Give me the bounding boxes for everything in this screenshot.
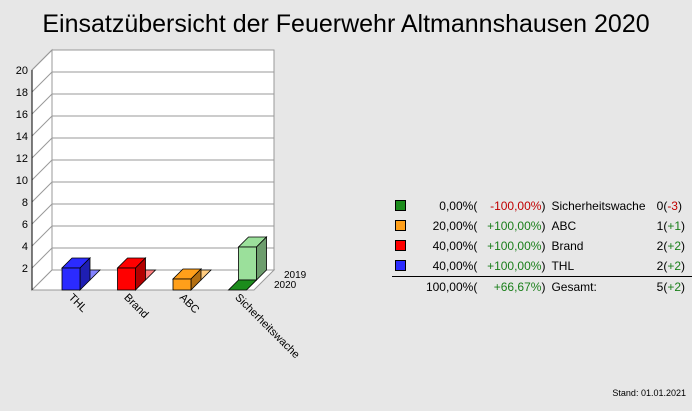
legend-label: Sicherheitswache: [551, 199, 646, 213]
legend-count-change: (+1): [663, 219, 685, 233]
legend-label: Brand: [551, 239, 584, 253]
legend-swatch: [392, 236, 412, 256]
bar-2020-brand-front: [117, 267, 136, 291]
grid-line: [31, 181, 53, 203]
y-tick-label: 8: [22, 197, 28, 209]
depth-label-2020: 2020: [274, 280, 297, 291]
legend-percent-change: +100,00%: [487, 239, 542, 253]
count-change-value: -3: [667, 199, 678, 213]
legend-color-box: [395, 220, 406, 231]
bar-2020-sicherheitswache: [227, 279, 258, 291]
grid-line: [31, 159, 53, 181]
legend-total-spacer: [392, 276, 412, 297]
legend-row: 20,00%( +100,00%) ABC 1 (+1): [392, 216, 692, 236]
legend-percent: 40,00%: [432, 259, 474, 273]
grid-line: [31, 137, 53, 159]
legend-count-change: (-3): [663, 199, 682, 213]
paren-open: (: [473, 219, 478, 233]
count-change-value: +1: [667, 219, 681, 233]
legend-swatch: [392, 256, 412, 277]
count-change-value: +2: [667, 280, 681, 294]
legend-percent-change: +100,00%: [487, 259, 542, 273]
legend-row: 40,00%( +100,00%) Brand 2 (+2): [392, 236, 692, 256]
x-tick-label: Brand: [121, 292, 150, 321]
count-change-value: +2: [667, 259, 681, 273]
y-tick-label: 6: [22, 219, 28, 231]
y-tick-label: 4: [22, 241, 28, 253]
legend-total-change: +66,67%: [477, 276, 542, 297]
legend-swatch: [392, 196, 412, 216]
legend-percent: 40,00%: [432, 239, 474, 253]
legend-label: ABC: [551, 219, 577, 233]
stand-date: Stand: 01.01.2021: [612, 388, 686, 398]
paren-open: (: [473, 199, 478, 213]
grid-line: [31, 49, 53, 71]
y-tick-label: 10: [16, 175, 28, 187]
legend-row: 40,00%( +100,00%) THL 2 (+2): [392, 256, 692, 277]
legend-count-change: (+2): [663, 239, 685, 253]
legend-count: 2: [656, 239, 664, 253]
legend-color-box: [395, 260, 406, 271]
y-tick-label: 12: [16, 153, 28, 165]
legend-color-box: [395, 200, 406, 211]
x-tick-label: Sicherheitswache: [232, 292, 301, 361]
chart-title: Einsatzübersicht der Feuerwehr Altmannsh…: [42, 10, 650, 38]
legend-count: 1: [656, 219, 664, 233]
paren-close: ): [541, 259, 546, 273]
legend: 0,00%(-100,00%) Sicherheitswache 0 (-3) 20,…: [392, 196, 692, 297]
bar-2020-thl-front: [61, 267, 81, 291]
legend-row: 0,00%( -100,00%) Sicherheitswache 0 (-3): [392, 196, 692, 216]
legend-color-box: [395, 240, 406, 251]
legend-percent-change: +100,00%: [487, 219, 542, 233]
grid-line: [31, 93, 53, 115]
grid-line: [31, 115, 53, 137]
y-tick-label: 14: [16, 131, 28, 143]
legend-total-label: Gesamt:: [545, 276, 648, 297]
paren-open: (: [473, 276, 478, 297]
legend-total-row: 100,00%(+66,67%) Gesamt: 5 (+2): [392, 276, 692, 297]
paren-open: (: [473, 239, 478, 253]
legend-count-change: (+2): [663, 259, 685, 273]
legend-percent-change: -100,00%: [490, 199, 542, 213]
grid-line: [31, 247, 53, 269]
paren-close: ): [541, 239, 546, 253]
y-tick-label: 20: [16, 65, 28, 77]
legend-total-percent: 100,00%: [412, 276, 474, 297]
legend-count: 0: [656, 199, 664, 213]
legend-total-count-change: (+2): [663, 276, 692, 297]
legend-percent: 0,00%: [439, 199, 474, 213]
legend-total-count: 5: [647, 276, 664, 297]
y-tick-label: 18: [16, 87, 28, 99]
bar-2019-sicherheitswache-front: [238, 246, 257, 281]
grid-line: [31, 71, 53, 93]
x-tick-label: THL: [66, 292, 89, 315]
legend-label: THL: [551, 259, 575, 273]
grid-line: [31, 225, 53, 247]
paren-close: ): [541, 199, 546, 213]
legend-count: 2: [656, 259, 664, 273]
grid-line: [31, 203, 53, 225]
paren-open: (: [473, 259, 478, 273]
paren-close: ): [541, 219, 546, 233]
legend-swatch: [392, 216, 412, 236]
bar-2020-abc-front: [172, 278, 192, 291]
count-change-value: +2: [667, 239, 681, 253]
x-tick-label: ABC: [177, 292, 202, 317]
legend-percent: 20,00%: [432, 219, 474, 233]
depth-label-2019: 2019: [284, 270, 307, 281]
y-tick-label: 2: [22, 263, 28, 275]
paren-close: ): [541, 276, 546, 297]
y-tick-label: 16: [16, 109, 28, 121]
